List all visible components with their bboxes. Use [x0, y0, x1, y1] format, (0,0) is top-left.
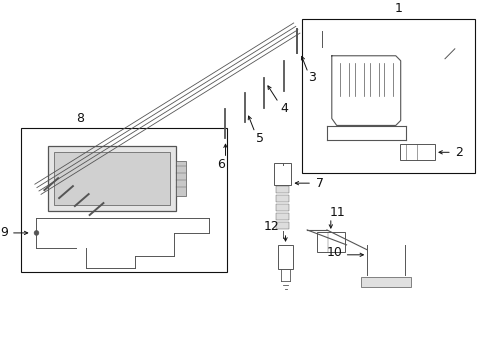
Text: 2: 2	[454, 146, 462, 159]
Text: 11: 11	[329, 206, 345, 219]
Text: 10: 10	[326, 246, 342, 259]
Text: 5: 5	[255, 132, 264, 145]
Bar	[20, 129, 227, 272]
Bar	[275, 213, 289, 220]
Bar	[48, 146, 176, 211]
Text: 9: 9	[0, 226, 8, 239]
Bar	[275, 222, 289, 229]
Bar	[273, 163, 291, 185]
Text: 3: 3	[307, 71, 315, 84]
Text: 6: 6	[217, 158, 225, 171]
Text: 7: 7	[315, 177, 324, 190]
Bar	[316, 232, 344, 252]
Text: 1: 1	[393, 3, 401, 15]
Bar	[275, 204, 289, 211]
Bar	[277, 245, 293, 269]
Bar	[302, 19, 473, 173]
Circle shape	[34, 230, 39, 235]
Text: 4: 4	[280, 102, 288, 115]
Text: 12: 12	[264, 220, 279, 233]
Bar	[54, 152, 170, 205]
Bar	[275, 186, 289, 193]
Bar	[275, 195, 289, 202]
Bar	[361, 277, 410, 287]
Bar	[176, 161, 186, 196]
Bar	[399, 144, 434, 160]
Text: 8: 8	[76, 112, 83, 125]
